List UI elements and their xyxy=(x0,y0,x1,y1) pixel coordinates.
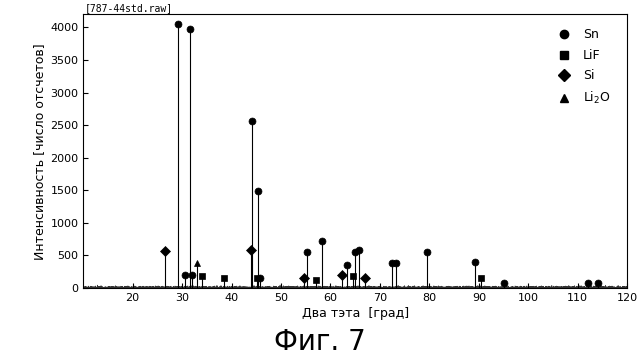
Text: [787-44std.raw]: [787-44std.raw] xyxy=(84,3,172,13)
Y-axis label: Интенсивность [число отсчетов]: Интенсивность [число отсчетов] xyxy=(33,43,46,260)
X-axis label: Два тэта  [град]: Два тэта [град] xyxy=(301,307,409,320)
Text: Фиг. 7: Фиг. 7 xyxy=(274,328,366,356)
Legend: Sn, LiF, Si, Li$_2$O: Sn, LiF, Si, Li$_2$O xyxy=(547,23,616,111)
